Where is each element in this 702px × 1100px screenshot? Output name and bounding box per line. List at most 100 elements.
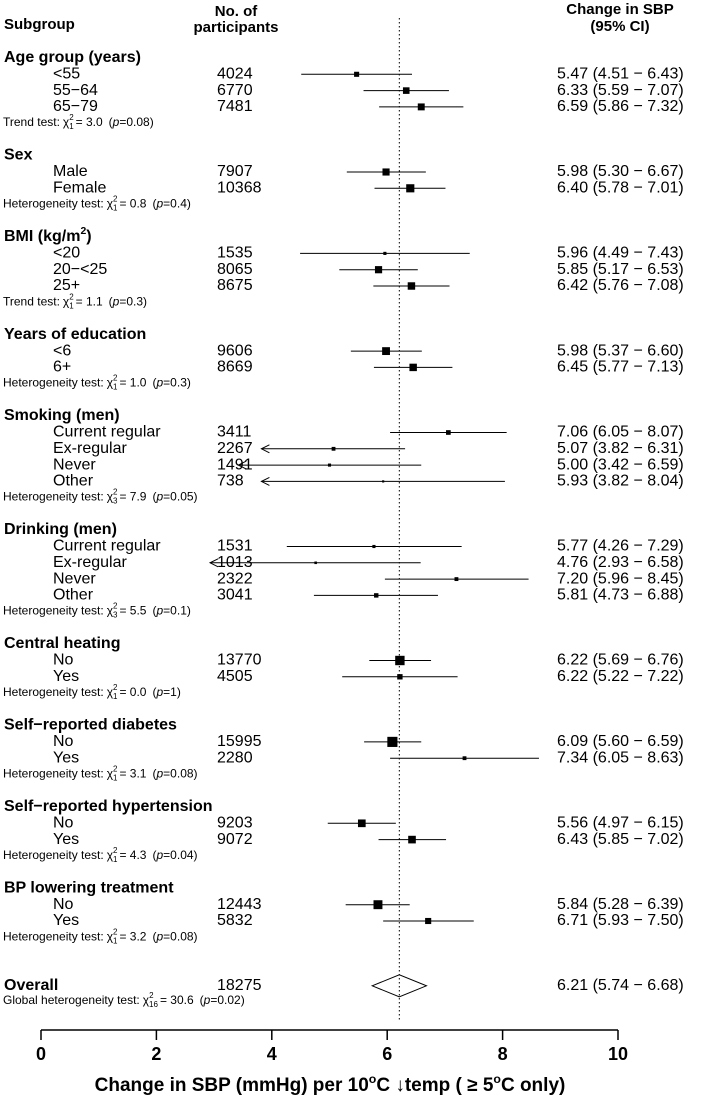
test-sup: 2 (69, 292, 74, 301)
row-n: 3411 (217, 424, 252, 441)
estimate-box (462, 756, 467, 761)
estimate-box (446, 430, 451, 435)
test-stat: = 30.6 (160, 993, 194, 1007)
group-title: Drinking (men) (4, 521, 117, 538)
test-stat: = 0.8 (119, 197, 146, 211)
overall-ci-text: 6.21 (5.74 − 6.68) (557, 977, 684, 994)
estimate-box (383, 251, 387, 255)
x-axis-title-part: C ↓temp ( ≥ 5 (376, 1075, 493, 1096)
test-chi: χ (107, 685, 114, 699)
estimate-box (402, 87, 410, 94)
test-df: 1 (113, 936, 118, 945)
row-label: 20−<25 (53, 261, 107, 278)
estimate-box (409, 363, 417, 372)
x-axis-title-part: Change in SBP (mmHg) per 10 (95, 1075, 369, 1096)
test-df: 1 (69, 122, 74, 131)
row-n: 13770 (217, 652, 262, 669)
estimate-box (314, 561, 317, 565)
test-p: ( (109, 115, 113, 129)
test-text: Heterogeneity test: χ2 1 = 4.3 (p=0.04) (3, 846, 198, 864)
test-p: =0.3) (163, 376, 191, 390)
test-sup: 2 (113, 765, 118, 774)
estimate-box (374, 266, 383, 274)
test-p: p (155, 197, 163, 211)
ci-text: 6.22 (5.69 − 6.76) (557, 652, 684, 669)
test-p: =0.02) (210, 993, 244, 1007)
x-tick-label: 6 (382, 1044, 392, 1064)
ci-text: 6.45 (5.77 − 7.13) (557, 359, 684, 376)
row-n: 6770 (217, 82, 253, 99)
row-n: 1491 (217, 456, 253, 473)
test-df: 3 (113, 497, 118, 506)
test-stat: = 4.3 (119, 848, 146, 862)
group-title-part: Years of education (4, 326, 146, 343)
test-text: Trend test: χ2 1 = 3.0 (p=0.08) (3, 113, 154, 131)
estimate-box (407, 282, 416, 290)
estimate-box (395, 655, 405, 666)
test-text: Heterogeneity test: χ2 1 = 3.2 (p=0.08) (3, 927, 198, 945)
row-n: 738 (217, 473, 244, 490)
estimate-box (387, 736, 398, 747)
test-p: ( (152, 604, 156, 618)
row-label: Yes (53, 831, 79, 848)
x-tick-label: 8 (498, 1044, 508, 1064)
estimate-box (374, 593, 379, 598)
row-label: <20 (53, 245, 80, 262)
group-title: Self−reported hypertension (4, 798, 213, 815)
ci-text: 7.20 (5.96 − 8.45) (557, 570, 684, 587)
test-p: ( (152, 197, 156, 211)
test-p: p (155, 490, 163, 504)
estimate-box (373, 900, 383, 910)
test-stat: = 5.5 (119, 604, 146, 618)
row-n: 1535 (217, 245, 253, 262)
test-chi: χ (107, 604, 114, 618)
x-axis-title-part: o (369, 1072, 377, 1086)
row-n: 10368 (217, 180, 262, 197)
row-label: Female (53, 180, 106, 197)
ci-text: 5.96 (4.49 − 7.43) (557, 245, 684, 262)
group-title: Sex (4, 147, 33, 164)
x-tick-label: 4 (267, 1044, 277, 1064)
estimate-box (406, 184, 415, 193)
estimate-box (382, 168, 390, 176)
x-axis-title-part: C only) (501, 1075, 565, 1096)
overall-diamond (370, 974, 428, 998)
x-axis-title: Change in SBP (mmHg) per 10oC ↓temp ( ≥ … (95, 1072, 566, 1096)
ci-text: 5.77 (4.26 − 7.29) (557, 538, 684, 555)
row-n: 9606 (217, 342, 253, 359)
row-label: Current regular (53, 424, 161, 441)
overall-n: 18275 (217, 977, 262, 994)
row-label: Other (53, 587, 94, 604)
estimate-box (357, 819, 366, 828)
row-n: 2267 (217, 440, 253, 457)
test-chi: χ (107, 376, 114, 390)
group-title-part: BP lowering treatment (4, 880, 174, 897)
estimate-box (382, 347, 390, 356)
test-p: p (203, 993, 211, 1007)
estimate-box (327, 463, 332, 467)
row-label: No (53, 733, 74, 750)
group-title-part: Sex (4, 147, 33, 164)
test-text: Global heterogeneity test: χ2 16 = 30.6 (p=0… (3, 991, 245, 1009)
row-label: Yes (53, 668, 79, 685)
ci-text: 7.06 (6.05 − 8.07) (557, 424, 684, 441)
group-title: Age group (years) (4, 49, 141, 66)
test-df: 16 (149, 1000, 158, 1009)
ci-arrow (237, 460, 247, 470)
group-title-part: Self−reported hypertension (4, 798, 213, 815)
test-p: p (112, 294, 120, 308)
header-effect: (95% CI) (590, 18, 649, 35)
row-label: Male (53, 163, 88, 180)
group-title-part: Smoking (men) (4, 407, 120, 424)
test-name: Heterogeneity test: (3, 197, 104, 211)
estimate-box (408, 835, 416, 844)
test-chi: χ (63, 115, 70, 129)
test-p: p (155, 848, 163, 862)
test-p: =0.4) (163, 197, 191, 211)
row-label: Yes (53, 912, 79, 929)
test-sup: 2 (113, 927, 118, 936)
row-label: 25+ (53, 277, 80, 294)
x-tick-label: 2 (151, 1044, 161, 1064)
group-title: Smoking (men) (4, 407, 120, 424)
test-stat: = 3.0 (76, 115, 103, 129)
